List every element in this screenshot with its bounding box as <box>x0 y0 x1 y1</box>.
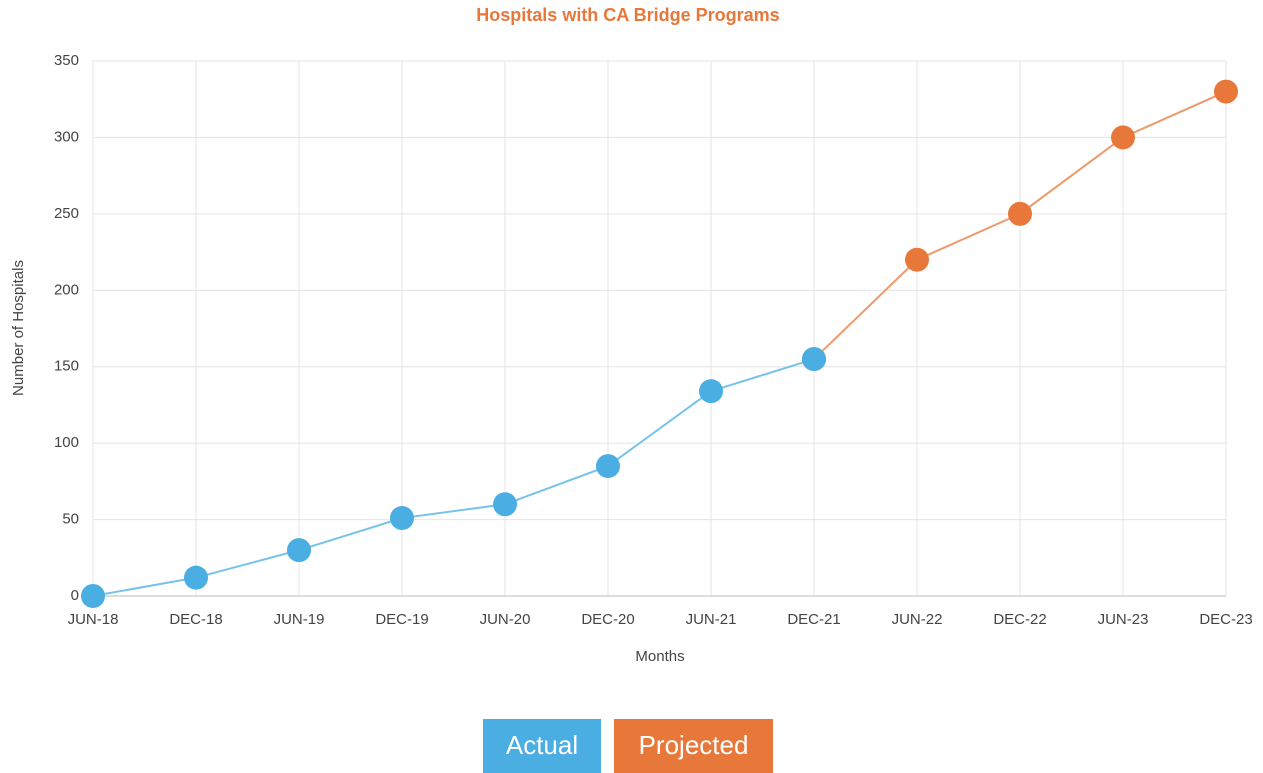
x-tick-label: DEC-21 <box>787 611 840 628</box>
data-point <box>184 565 208 590</box>
y-tick-label: 50 <box>62 511 79 528</box>
x-tick-label: JUN-21 <box>686 611 737 628</box>
data-point <box>699 379 723 404</box>
y-tick-label: 350 <box>54 52 79 69</box>
x-tick-label: JUN-20 <box>480 611 531 628</box>
y-tick-label: 100 <box>54 434 79 451</box>
data-point <box>1214 79 1238 104</box>
data-point <box>1008 201 1032 226</box>
legend-item[interactable] <box>614 719 773 773</box>
x-axis-label: Months <box>635 648 684 665</box>
data-point <box>905 247 929 272</box>
data-point <box>1111 125 1135 150</box>
x-tick-label: DEC-19 <box>375 611 428 628</box>
data-point <box>81 584 105 608</box>
chart-title: Hospitals with CA Bridge Programs <box>476 5 779 25</box>
y-tick-label: 0 <box>71 587 79 604</box>
data-point <box>596 454 620 479</box>
x-tick-label: JUN-19 <box>274 611 325 628</box>
x-tick-label: DEC-20 <box>581 611 634 628</box>
x-tick-label: DEC-23 <box>1199 611 1252 628</box>
y-tick-label: 200 <box>54 281 79 298</box>
data-point <box>287 538 311 563</box>
x-tick-label: DEC-18 <box>169 611 222 628</box>
data-point <box>390 506 414 531</box>
x-tick-label: JUN-22 <box>892 611 943 628</box>
x-tick-label: JUN-18 <box>68 611 119 628</box>
data-point <box>493 492 517 517</box>
data-point <box>802 347 826 372</box>
series-line <box>92 358 815 597</box>
legend-item[interactable] <box>483 719 601 773</box>
legend-label[interactable]: Actual <box>506 730 578 760</box>
y-tick-label: 250 <box>54 205 79 222</box>
y-tick-label: 150 <box>54 358 79 375</box>
x-tick-label: JUN-23 <box>1098 611 1149 628</box>
x-tick-label: DEC-22 <box>993 611 1046 628</box>
y-axis-label: Number of Hospitals <box>10 260 27 396</box>
legend-label[interactable]: Projected <box>639 730 749 760</box>
y-tick-label: 300 <box>54 128 79 145</box>
